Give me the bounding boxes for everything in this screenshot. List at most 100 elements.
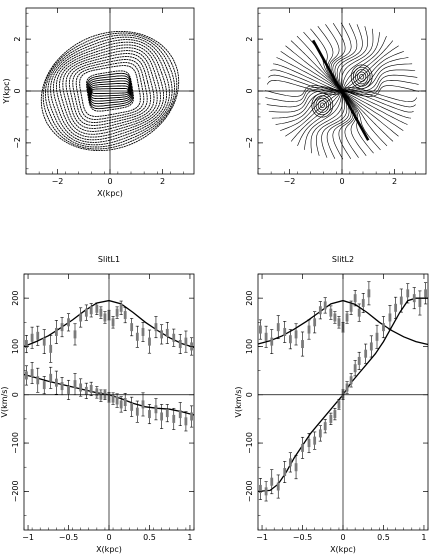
data-velocity-point (89, 384, 93, 393)
orbit-contour (72, 59, 148, 123)
data-velocity-point (141, 400, 145, 409)
y-tick-label: 0 (245, 88, 254, 93)
y-tick-label: 200 (11, 291, 20, 306)
data-velocity-point (276, 482, 280, 491)
data-sigma-point (367, 289, 371, 298)
y-tick-label: 100 (11, 339, 20, 354)
panel-title: SlitL2 (332, 255, 354, 264)
data-sigma-point (184, 337, 188, 346)
data-velocity-point (399, 296, 403, 305)
data-velocity-point (375, 332, 379, 341)
data-velocity-point (160, 412, 164, 421)
data-velocity-point (318, 429, 322, 438)
data-velocity-point (388, 313, 392, 322)
data-velocity-point (115, 396, 119, 405)
data-velocity-point (259, 484, 262, 493)
data-sigma-point (79, 313, 83, 322)
orbit-contour-panel: −2 0 2 −2 0 2 X(kpc) Y(kpc) (2, 7, 195, 198)
y-tick-label: 0 (11, 392, 20, 397)
data-velocity-point (79, 383, 83, 392)
velocity-extremum-contour (355, 69, 369, 85)
data-velocity-point (84, 386, 88, 395)
data-velocity-point (369, 342, 373, 351)
data-sigma-point (135, 332, 139, 341)
orbit-contour (91, 88, 129, 94)
orbit-contour (86, 72, 134, 110)
x-tick-label: 0.5 (377, 533, 390, 542)
data-sigma-point (307, 325, 311, 334)
data-velocity-point (36, 376, 40, 385)
data-sigma-point (115, 308, 119, 317)
data-velocity-point (349, 376, 353, 385)
data-velocity-point (111, 394, 115, 403)
x-axis-label: X(kpc) (96, 545, 122, 554)
y-axis-label: V(km/s) (0, 386, 9, 417)
x-tick-label: 0.5 (143, 533, 156, 542)
data-sigma-point (349, 303, 353, 312)
orbit-contour (89, 80, 131, 102)
y-tick-label: 0 (13, 88, 22, 93)
data-sigma-point (111, 318, 115, 327)
data-velocity-point (294, 463, 298, 472)
data-velocity-point (165, 409, 169, 418)
data-sigma-point (84, 308, 88, 317)
y-tick-label: 100 (245, 339, 254, 354)
x-tick-label: 0 (339, 177, 344, 186)
bar-major-axis (311, 39, 370, 141)
data-sigma-point (323, 301, 327, 310)
data-sigma-point (89, 306, 93, 315)
orbit-contour (87, 75, 133, 107)
data-sigma-point (160, 330, 164, 339)
data-sigma-point (165, 328, 169, 337)
y-tick-label: −2 (13, 137, 22, 149)
data-velocity-point (283, 468, 287, 477)
x-tick-label: 1 (421, 533, 426, 542)
data-velocity-point (154, 405, 158, 414)
data-sigma-point (119, 303, 123, 312)
orbit-contour (42, 32, 178, 150)
velocity-extremum-contour (313, 95, 332, 116)
data-velocity-point (357, 356, 361, 365)
data-velocity-point (313, 436, 317, 445)
velocity-extremum-contour (359, 73, 365, 80)
velocity-extremum-contour (315, 97, 329, 113)
y-axis-label: V(km/s) (234, 386, 243, 417)
data-sigma-point (30, 333, 34, 342)
data-velocity-point (42, 381, 46, 390)
x-tick-label: −1 (256, 533, 268, 542)
orbit-contour (79, 65, 141, 117)
data-velocity-point (301, 443, 304, 452)
data-velocity-point (333, 410, 337, 419)
y-tick-label: 2 (245, 37, 254, 42)
data-velocity-point (270, 477, 274, 486)
data-velocity-point (424, 289, 427, 298)
data-sigma-point (60, 323, 64, 332)
data-sigma-point (141, 327, 145, 336)
data-velocity-point (67, 385, 70, 394)
x-tick-label: −1 (22, 533, 34, 542)
data-sigma-point (283, 327, 287, 336)
x-tick-label: 1 (187, 533, 192, 542)
x-tick-label: 0 (106, 533, 111, 542)
data-velocity-point (178, 410, 182, 419)
data-sigma-point (288, 335, 292, 344)
orbit-contour (62, 50, 158, 132)
x-axis-label: X(kpc) (330, 545, 356, 554)
orbit-contour (55, 44, 165, 138)
data-velocity-point (130, 402, 134, 411)
data-velocity-point (73, 380, 77, 389)
data-velocity-point (148, 410, 151, 419)
data-sigma-point (54, 327, 58, 336)
y-axis-label: Y(kpc) (2, 78, 11, 104)
data-sigma-point (270, 337, 274, 346)
data-velocity-point (25, 371, 28, 380)
data-sigma-point (130, 323, 134, 332)
data-velocity-point (119, 400, 123, 409)
data-sigma-point (353, 294, 357, 303)
data-sigma-point (357, 308, 361, 317)
x-tick-label: −0.5 (293, 533, 312, 542)
data-sigma-point (264, 332, 268, 341)
orbit-contour (40, 30, 180, 152)
data-sigma-point (49, 344, 53, 353)
data-sigma-point (259, 325, 262, 334)
